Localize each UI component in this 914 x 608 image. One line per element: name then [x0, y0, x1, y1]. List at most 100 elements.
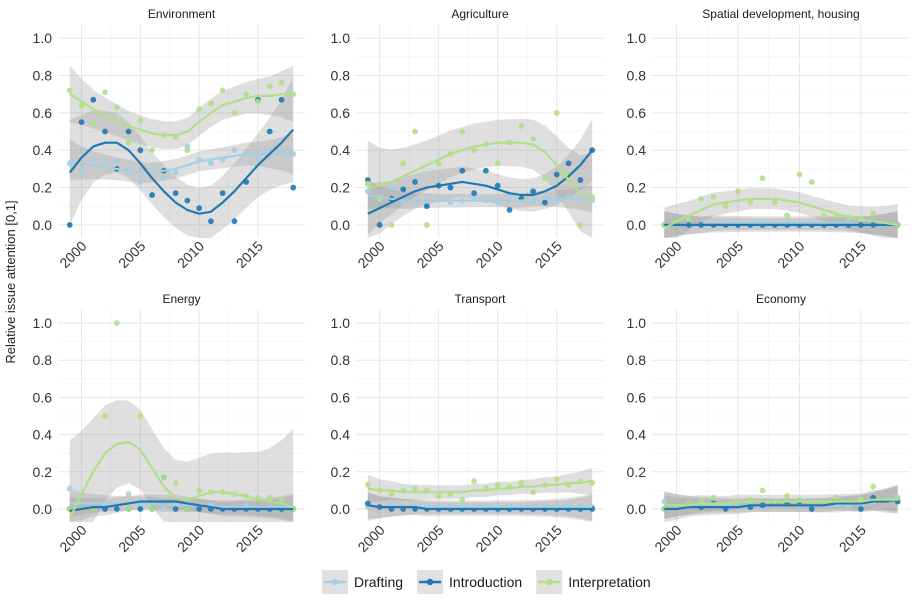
data-point — [255, 154, 261, 161]
data-point — [412, 179, 418, 185]
data-point — [685, 216, 692, 223]
x-tick-label: 2010 — [774, 522, 807, 555]
data-point — [412, 128, 418, 135]
smooth-line — [367, 141, 593, 202]
x-tick-label: 2015 — [532, 522, 565, 555]
data-point — [542, 175, 548, 182]
y-tick-label: 0.4 — [331, 142, 351, 158]
data-point — [553, 171, 560, 178]
data-point — [231, 147, 238, 154]
data-point — [90, 156, 97, 163]
x-tick-label: 2000 — [651, 238, 684, 271]
data-point — [278, 80, 285, 86]
data-point — [278, 96, 285, 103]
data-point — [722, 203, 729, 210]
y-tick-label: 0.0 — [331, 217, 351, 233]
data-point — [266, 83, 273, 90]
data-point — [483, 167, 489, 174]
data-point — [808, 179, 815, 185]
data-point — [172, 480, 179, 486]
data-point — [796, 171, 803, 178]
facet-panel-0: Environment 0.0 0.2 0.4 0.6 0.8 1.0 2000 2005 201… — [33, 7, 305, 271]
data-point — [125, 491, 132, 498]
data-point — [364, 180, 371, 187]
x-tick-label: 2010 — [174, 238, 207, 271]
legend: Drafting Introduction Interpretation — [322, 570, 651, 594]
data-point — [870, 210, 877, 217]
y-tick-label: 0.6 — [331, 389, 351, 405]
smooth-line — [663, 197, 898, 230]
x-tick-label: 2005 — [413, 522, 446, 555]
data-point — [125, 128, 132, 135]
data-point — [149, 147, 155, 154]
x-tick-label: 2015 — [836, 522, 869, 555]
y-tick-label: 1.0 — [627, 315, 647, 331]
data-point — [459, 496, 466, 503]
data-point — [172, 190, 179, 197]
y-axis-label: Relative issue attention [0,1] — [3, 200, 18, 363]
data-point — [710, 193, 717, 200]
data-point — [266, 494, 273, 501]
x-tick-label: 2000 — [354, 238, 387, 271]
y-tick-label: 0.2 — [331, 464, 351, 480]
smooth-line — [367, 504, 593, 511]
smooth-line — [69, 500, 294, 512]
smooth-line — [69, 152, 294, 174]
data-point — [459, 167, 466, 174]
data-point — [208, 100, 214, 107]
x-tick-label: 2010 — [472, 522, 505, 555]
x-tick-label: 2015 — [233, 238, 266, 271]
data-point — [66, 87, 73, 94]
y-tick-label: 0.2 — [33, 180, 53, 196]
x-tick-label: 2005 — [115, 522, 148, 555]
data-point — [149, 506, 155, 512]
data-point — [661, 506, 668, 512]
smooth-line — [367, 480, 593, 494]
data-point — [459, 128, 466, 135]
x-tick-label: 2010 — [174, 522, 207, 555]
data-point — [759, 487, 766, 494]
data-point — [172, 169, 179, 176]
data-point — [494, 160, 501, 167]
confidence-band — [69, 494, 294, 522]
smooth-line — [664, 498, 898, 511]
data-point — [160, 175, 167, 182]
data-point — [759, 175, 766, 182]
confidence-band — [367, 181, 593, 213]
legend-label-introduction: Introduction — [449, 574, 522, 590]
data-point — [870, 483, 877, 490]
x-tick-label: 2015 — [532, 238, 565, 271]
y-tick-label: 0.6 — [627, 105, 647, 121]
data-point — [423, 222, 430, 228]
y-tick-label: 0.0 — [33, 217, 53, 233]
smooth-line — [68, 440, 294, 519]
y-tick-label: 0.0 — [627, 501, 647, 517]
y-tick-label: 0.8 — [627, 67, 647, 83]
x-tick-label: 2005 — [115, 238, 148, 271]
y-tick-label: 0.8 — [33, 352, 53, 368]
data-point — [78, 102, 85, 109]
data-point — [471, 190, 477, 197]
smooth-line — [69, 93, 294, 137]
y-tick-label: 1.0 — [33, 315, 53, 331]
data-point — [435, 160, 442, 167]
data-point — [471, 147, 477, 154]
data-point — [102, 158, 108, 165]
data-point — [66, 222, 73, 228]
confidence-band — [367, 118, 593, 238]
data-point — [196, 106, 203, 112]
y-tick-label: 0.2 — [627, 464, 647, 480]
data-point — [219, 87, 226, 94]
data-point — [78, 119, 85, 126]
data-point — [530, 489, 537, 496]
x-tick-label: 2005 — [413, 238, 446, 271]
data-point — [553, 109, 560, 116]
data-point — [66, 160, 73, 167]
smooth-line — [68, 128, 295, 215]
data-point — [66, 485, 73, 492]
facet-panel-1: Agriculture 0.0 0.2 0.4 0.6 0.8 1.0 2000 2005 201… — [331, 7, 604, 271]
panel-title: Spatial development, housing — [702, 7, 859, 21]
y-tick-label: 0.4 — [627, 427, 647, 443]
data-point — [808, 506, 815, 512]
data-point — [208, 218, 214, 225]
